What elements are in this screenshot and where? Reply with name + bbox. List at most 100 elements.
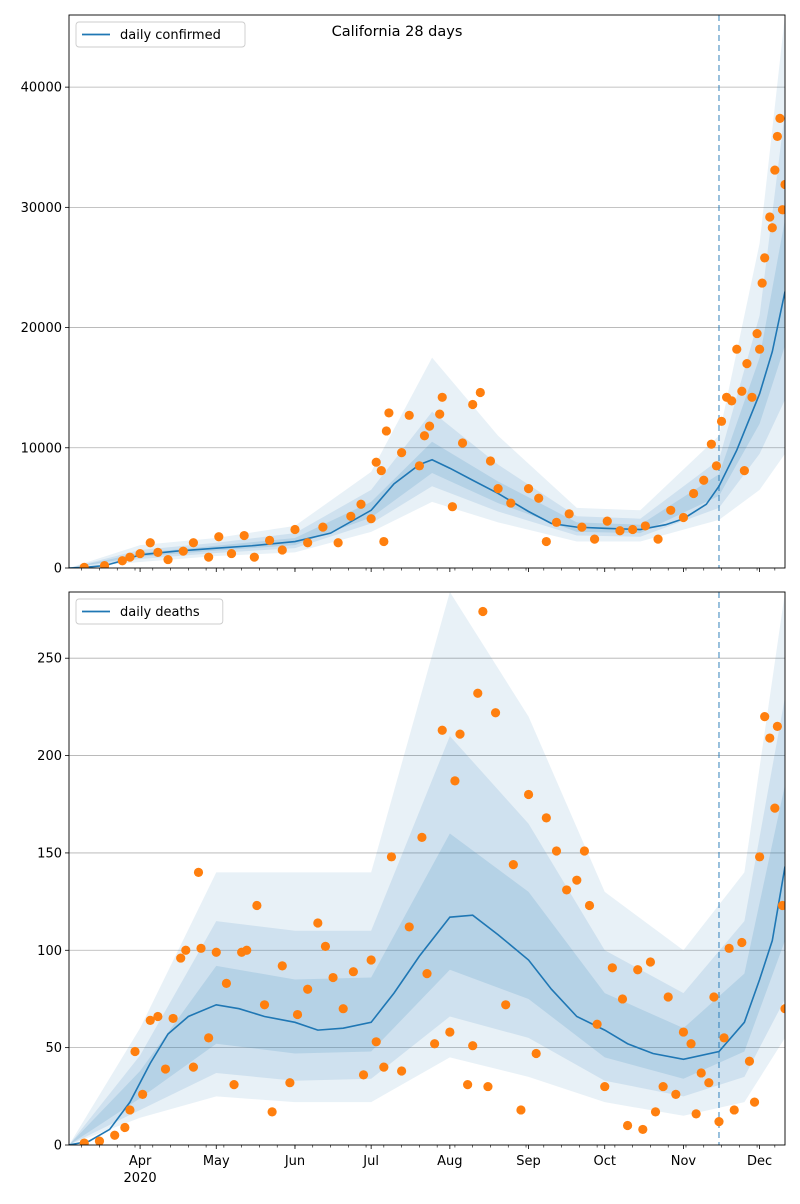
data-point <box>188 1062 199 1072</box>
data-point <box>414 461 424 471</box>
data-point <box>475 387 485 398</box>
data-point <box>742 359 752 369</box>
data-point <box>468 399 478 410</box>
data-point <box>424 421 435 431</box>
x-tick-label: Aug <box>437 1154 462 1169</box>
data-point <box>551 517 562 527</box>
data-point <box>153 1011 163 1022</box>
data-point <box>193 867 204 877</box>
data-point <box>777 900 785 911</box>
data-point <box>767 223 777 233</box>
legend-box <box>75 598 224 625</box>
data-point <box>501 1000 511 1010</box>
data-point <box>678 1027 689 1037</box>
data-point <box>333 538 343 548</box>
data-point <box>602 516 612 526</box>
data-point <box>772 131 782 142</box>
y-tick-label: 40000 <box>21 81 62 96</box>
data-point <box>686 1039 696 1049</box>
uncertainty-band-outer <box>69 15 785 568</box>
data-point <box>729 1105 739 1115</box>
data-point <box>671 1089 681 1099</box>
data-point <box>633 965 643 975</box>
data-point <box>397 1066 407 1076</box>
data-point <box>508 860 518 870</box>
data-point <box>541 813 551 823</box>
data-point <box>666 505 676 515</box>
data-point <box>437 392 447 402</box>
data-point <box>445 1027 455 1037</box>
data-point <box>447 502 457 512</box>
data-point <box>252 900 262 911</box>
data-point <box>577 522 587 532</box>
data-point <box>696 1068 706 1078</box>
data-point <box>386 852 397 862</box>
data-point <box>168 1013 178 1024</box>
x-tick-label: Oct <box>593 1154 615 1169</box>
data-point <box>196 943 206 953</box>
x-tick-label: Jun <box>284 1154 305 1169</box>
data-point <box>430 1039 440 1049</box>
data-point <box>724 943 734 953</box>
data-point <box>572 875 582 885</box>
data-point <box>473 688 483 698</box>
data-point <box>640 521 650 531</box>
data-point <box>417 832 427 842</box>
y-tick-label: 10000 <box>21 441 62 456</box>
data-point <box>320 941 331 951</box>
data-point <box>584 900 595 911</box>
data-point <box>384 408 394 418</box>
data-point <box>523 484 534 494</box>
data-point <box>117 556 127 566</box>
data-point <box>338 1004 348 1014</box>
x-tick-label: Jul <box>362 1154 379 1169</box>
data-point <box>204 1033 214 1043</box>
data-point <box>737 386 747 396</box>
data-point <box>221 978 232 988</box>
x-axis: Apr 2020 May Jun Jul Aug Sep Oct Nov Dec <box>124 1154 773 1186</box>
data-point <box>242 945 252 955</box>
data-point <box>371 1037 381 1047</box>
data-point <box>714 1117 724 1127</box>
data-point <box>749 1097 760 1107</box>
data-point <box>579 846 590 856</box>
data-point <box>455 729 465 739</box>
x-tick-label: Sep <box>516 1154 541 1169</box>
data-point <box>379 536 389 547</box>
data-point <box>125 1105 135 1115</box>
data-point <box>138 1089 148 1099</box>
data-point <box>450 776 460 786</box>
data-point <box>437 725 447 735</box>
data-point <box>658 1081 668 1092</box>
legend: daily confirmed <box>75 21 246 48</box>
data-point <box>757 278 767 288</box>
data-point <box>727 396 737 406</box>
data-point <box>181 945 191 955</box>
data-point <box>617 994 628 1004</box>
data-point <box>752 328 762 339</box>
data-point <box>622 1120 633 1131</box>
data-point <box>772 721 782 731</box>
data-point <box>628 524 638 535</box>
data-point <box>348 967 358 977</box>
data-point <box>239 530 249 541</box>
data-point <box>153 547 163 557</box>
data-point <box>397 447 407 458</box>
data-point <box>523 789 534 800</box>
data-point <box>145 1015 155 1025</box>
y-tick-label: 0 <box>54 562 62 577</box>
data-point <box>264 535 275 545</box>
data-point <box>760 253 770 263</box>
data-point <box>468 1041 478 1051</box>
data-point <box>490 708 501 718</box>
data-point <box>777 205 785 215</box>
legend-label: daily deaths <box>120 605 200 620</box>
data-point <box>292 1009 303 1020</box>
data-point <box>506 498 516 508</box>
data-point <box>755 344 765 354</box>
y-tick-label: 200 <box>37 749 62 764</box>
data-point <box>99 560 110 568</box>
data-point <box>267 1107 277 1117</box>
data-point <box>653 534 663 544</box>
data-point <box>737 937 747 948</box>
